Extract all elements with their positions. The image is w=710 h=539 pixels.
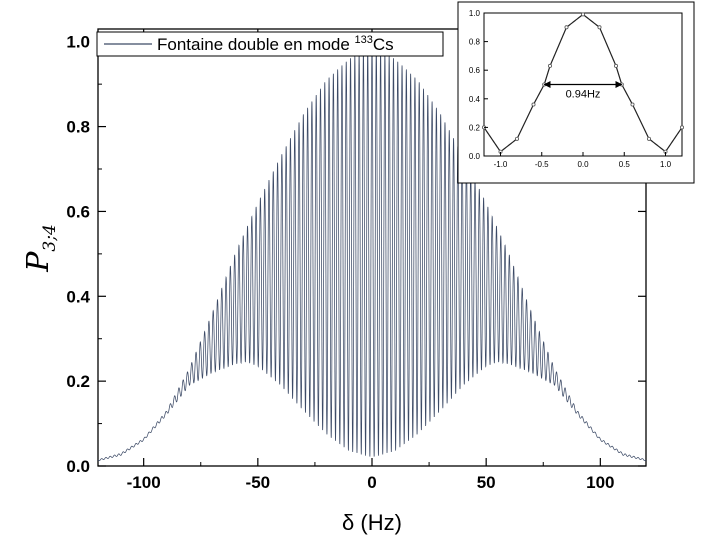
legend-label-text: Fontaine double en mode — [157, 35, 355, 54]
main-ticks-layer: -100 -50 0 50 100 0.0 0.2 0.4 0.6 0.8 1.0 — [66, 29, 646, 492]
legend-label-suffix: Cs — [373, 35, 394, 54]
main-y-tick-label: 0.2 — [66, 372, 90, 391]
inset-panel — [457, 1, 695, 184]
inset-x-tick-label: -0.5 — [535, 160, 549, 169]
inset-y-tick-label: 0.2 — [469, 123, 481, 132]
inset-y-tick-label: 0.4 — [469, 95, 481, 104]
main-x-tick-label: -50 — [246, 473, 271, 492]
inset-x-tick-label: -1.0 — [494, 160, 508, 169]
main-x-axis-label: δ (Hz) — [342, 510, 402, 535]
main-y-tick-label: 0.0 — [66, 457, 90, 476]
main-x-tick-label: 50 — [477, 473, 496, 492]
main-y-tick-label: 0.8 — [66, 118, 90, 137]
inset-annotation: 0.94Hz — [543, 80, 623, 101]
main-x-tick-label: 0 — [367, 473, 376, 492]
inset-data-point — [630, 102, 635, 107]
inset-data-point — [680, 125, 685, 130]
legend-label-superscript: 133 — [355, 34, 373, 46]
legend-label: Fontaine double en mode 133Cs — [157, 34, 394, 54]
inset-data-point — [581, 12, 586, 17]
inset-data-point — [515, 136, 520, 141]
inset-y-tick-label: 0.6 — [469, 66, 481, 75]
inset-x-tick-label: 0.0 — [577, 160, 589, 169]
main-y-tick-label: 0.6 — [66, 202, 90, 221]
inset-series-layer — [481, 12, 685, 154]
inset-data-point — [614, 63, 619, 68]
inset-data-point — [597, 25, 602, 30]
inset-data-point — [647, 136, 652, 141]
inset-data-point — [548, 63, 553, 68]
inset-y-tick-label: 0.8 — [469, 38, 481, 47]
inset-fwhm-label: 0.94Hz — [566, 89, 601, 101]
legend-box — [96, 31, 444, 57]
inset-x-tick-label: 1.0 — [660, 160, 672, 169]
main-plot: -100 -50 0 50 100 0.0 0.2 0.4 0.6 0.8 1.0 δ (Hz) P… — [21, 28, 647, 535]
main-y-axis-label-main: P — [21, 251, 56, 273]
main-y-axis-label: P3;4 — [21, 224, 60, 273]
main-x-tick-label: -100 — [127, 473, 161, 492]
main-y-tick-label: 0.4 — [66, 287, 90, 306]
main-x-tick-label: 100 — [586, 473, 614, 492]
legend: Fontaine double en mode 133Cs — [96, 31, 444, 57]
inset-ticks-layer: -1.0 -0.5 0.0 0.5 1.0 0.0 0.2 0.4 0.6 0.8 1.0 — [469, 9, 672, 169]
inset-plot: -1.0 -0.5 0.0 0.5 1.0 0.0 0.2 0.4 0.6 0.8 1.0 0.94… — [457, 1, 695, 184]
main-y-axis-label-sub: 3;4 — [40, 224, 60, 251]
main-y-tick-label: 1.0 — [66, 33, 90, 52]
inset-y-tick-label: 1.0 — [469, 9, 481, 18]
inset-data-point — [564, 25, 569, 30]
inset-y-tick-label: 0.0 — [469, 152, 481, 161]
inset-x-tick-label: 0.5 — [619, 160, 631, 169]
inset-data-point — [531, 102, 536, 107]
